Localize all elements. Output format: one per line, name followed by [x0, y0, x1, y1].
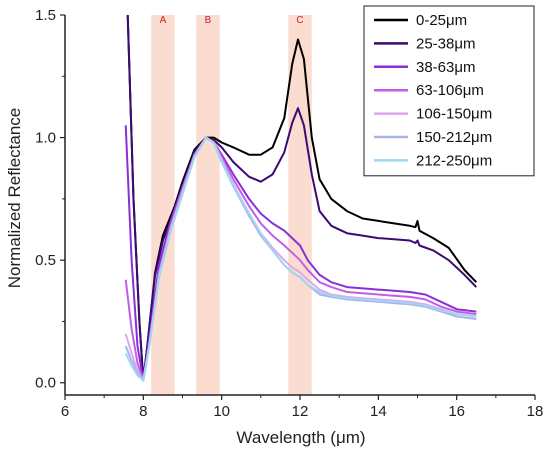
- x-tick-label: 16: [448, 403, 465, 420]
- x-tick-label: 18: [527, 403, 544, 420]
- series-lines: [124, 14, 478, 382]
- legend: 0-25μm 25-38μm 38-63μm 63-106μm 106-150μm 150…: [363, 5, 535, 177]
- legend-label: 106-150μm: [416, 106, 492, 123]
- x-tick-label: 12: [292, 403, 309, 420]
- band-label-a: A: [160, 15, 167, 26]
- legend-label: 0-25μm: [416, 12, 467, 29]
- series-line-6: [124, 136, 477, 382]
- y-tick-label: 0.0: [35, 375, 56, 392]
- absorption-bands: A B C: [151, 15, 312, 395]
- x-tick-label: 14: [370, 403, 387, 420]
- band-b: [196, 15, 220, 395]
- series-line-1: [126, 14, 478, 382]
- legend-label: 212-250μm: [416, 152, 492, 169]
- y-tick-label: 1.0: [35, 130, 56, 147]
- x-tick-label: 6: [61, 403, 69, 420]
- legend-label: 38-63μm: [416, 59, 476, 76]
- legend-label: 25-38μm: [416, 35, 476, 52]
- series-line-2: [124, 125, 477, 382]
- band-label-b: B: [205, 15, 212, 26]
- y-tick-label: 0.5: [35, 252, 56, 269]
- band-label-c: C: [296, 15, 303, 26]
- legend-label: 150-212μm: [416, 129, 492, 146]
- y-axis-title: Normalized Reflectance: [5, 108, 24, 288]
- tick-marks: 6 8 10 12 14 16 18 0.0 0.5 1.0 1.5: [35, 7, 543, 420]
- band-a: [151, 15, 175, 395]
- x-axis-title: Wavelength (μm): [236, 428, 365, 447]
- band-c: [288, 15, 312, 395]
- legend-label: 63-106μm: [416, 82, 484, 99]
- x-tick-label: 10: [213, 403, 230, 420]
- y-tick-label: 1.5: [35, 7, 56, 24]
- x-tick-label: 8: [139, 403, 147, 420]
